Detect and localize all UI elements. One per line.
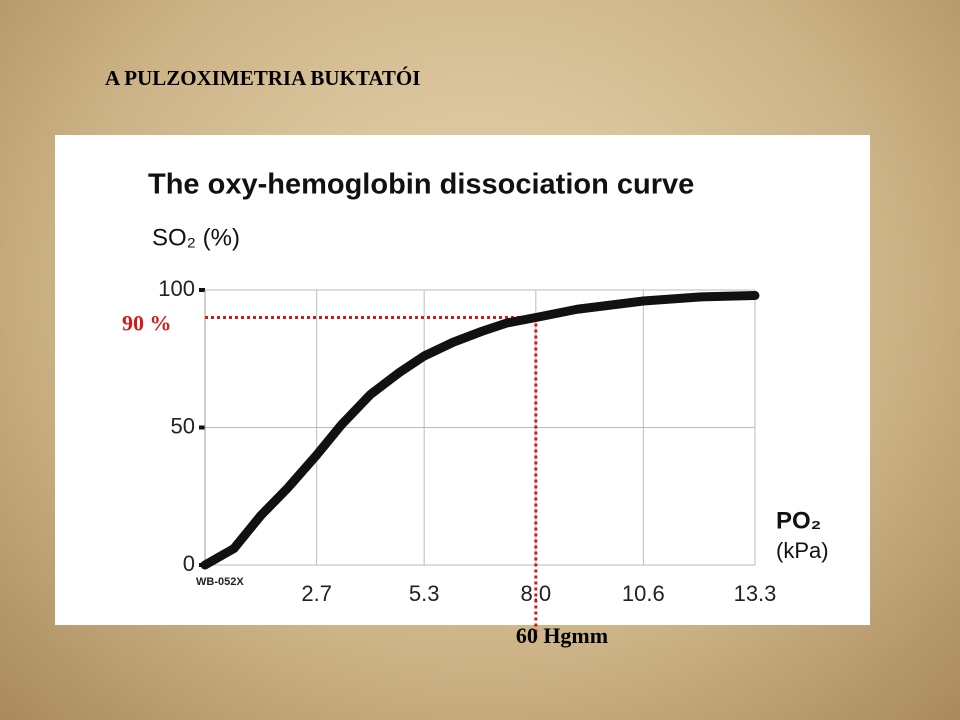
y-axis-label: SO₂ (%) [152,224,240,251]
x-tick-label: 5.3 [409,581,440,606]
data-line [200,291,760,570]
annotation-label: 60 Hgmm [516,623,608,648]
y-tick-label: 50 [171,413,195,438]
y-tick-label: 0 [183,551,195,576]
x-axis-label: PO₂ [776,507,821,534]
chart-panel [55,135,870,625]
x-tick-label: 13.3 [734,581,777,606]
chart-title: The oxy-hemoglobin dissociation curve [148,169,694,201]
annotation-label: 90 % [122,311,172,336]
x-tick-label: 10.6 [622,581,665,606]
figure-code: WB-052X [196,576,244,588]
y-tick-label: 100 [158,276,195,301]
slide-title: A PULZOXIMETRIA BUKTATÓI [105,66,421,90]
x-tick-label: 2.7 [301,581,332,606]
x-axis-unit: (kPa) [776,538,829,563]
